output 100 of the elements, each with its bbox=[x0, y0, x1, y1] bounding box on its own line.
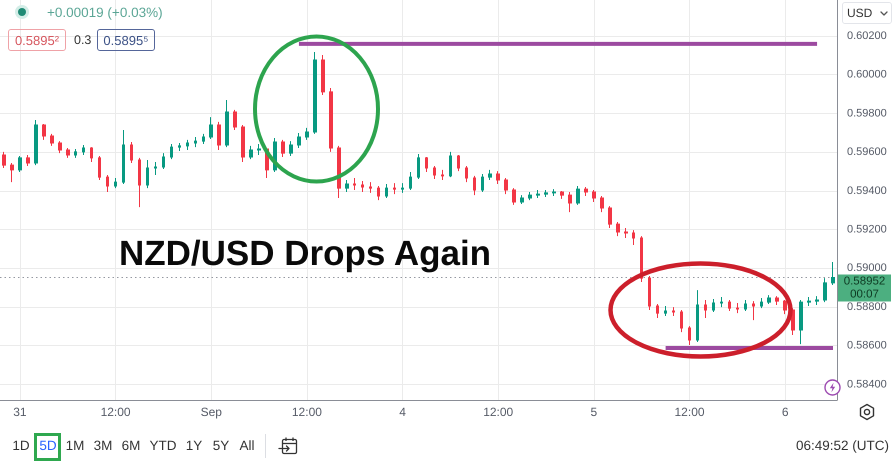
candlestick bbox=[170, 143, 173, 160]
price-box: 0.5895⁵ bbox=[97, 29, 155, 51]
text: 06:49:52 (UTC) bbox=[796, 438, 889, 453]
candlestick bbox=[760, 298, 763, 309]
candlestick bbox=[441, 169, 444, 180]
x-tick-label: 12:00 bbox=[674, 405, 705, 419]
candlestick bbox=[146, 160, 149, 189]
candlestick bbox=[672, 306, 675, 317]
candlestick bbox=[18, 155, 22, 173]
candlestick bbox=[791, 308, 795, 336]
annotation: +0.00019 (+0.03%) bbox=[47, 5, 163, 20]
candlestick bbox=[433, 166, 436, 180]
currency-dropdown: USD bbox=[842, 2, 892, 24]
candlestick bbox=[281, 139, 285, 158]
candlestick bbox=[656, 304, 659, 318]
candlestick bbox=[393, 182, 396, 195]
candlestick bbox=[608, 206, 612, 228]
candlestick bbox=[815, 296, 819, 306]
candlestick bbox=[186, 139, 189, 150]
candlestick bbox=[831, 262, 835, 286]
candlestick bbox=[178, 142, 181, 152]
candlestick bbox=[98, 155, 101, 180]
candlestick bbox=[736, 302, 739, 314]
x-tick-label: 12:00 bbox=[292, 405, 322, 419]
candlestick bbox=[329, 88, 333, 152]
x-tick-label: Sep bbox=[200, 405, 222, 419]
candlestick bbox=[122, 130, 125, 185]
candlestick bbox=[600, 196, 604, 213]
candlestick bbox=[385, 184, 388, 198]
candlestick bbox=[162, 152, 165, 170]
candlestick bbox=[2, 151, 6, 168]
candlestick bbox=[704, 299, 707, 318]
candlestick bbox=[576, 185, 580, 206]
candlestick bbox=[632, 230, 635, 246]
candlestick bbox=[58, 140, 62, 154]
text: YTD bbox=[150, 438, 176, 453]
candlestick bbox=[712, 298, 715, 312]
x-tick-label: 12:00 bbox=[483, 405, 514, 419]
candlestick bbox=[305, 127, 309, 140]
candlestick bbox=[241, 124, 245, 162]
text: All bbox=[239, 438, 255, 453]
candlestick bbox=[823, 278, 827, 303]
candlestick bbox=[74, 148, 77, 158]
y-tick-label: 0.59000 bbox=[847, 262, 887, 274]
candlestick bbox=[807, 296, 811, 306]
candlestick bbox=[568, 191, 572, 213]
candlestick bbox=[481, 173, 484, 192]
annotation: 0.5895² bbox=[14, 32, 60, 48]
candlestick bbox=[544, 190, 548, 198]
x-tick-label: 5 bbox=[590, 405, 598, 419]
candlestick bbox=[696, 290, 699, 342]
y-tick-label: 0.58400 bbox=[847, 378, 887, 390]
candlestick bbox=[488, 169, 492, 180]
x-tick-label: 4 bbox=[399, 405, 406, 419]
candlestick bbox=[504, 178, 508, 195]
candlestick bbox=[775, 296, 779, 306]
y-tick-label: 0.59400 bbox=[847, 184, 887, 197]
candlestick bbox=[313, 52, 317, 134]
candlestick bbox=[233, 109, 237, 131]
candlestick bbox=[688, 326, 691, 346]
candlestick bbox=[584, 186, 588, 197]
candlestick bbox=[154, 161, 157, 176]
candlestick bbox=[592, 190, 596, 203]
candlestick bbox=[337, 145, 341, 198]
candlestick bbox=[361, 180, 364, 192]
text: 5Y bbox=[212, 438, 230, 453]
candlestick bbox=[217, 121, 221, 150]
candlestick bbox=[752, 300, 755, 321]
candlestick bbox=[34, 119, 38, 166]
y-tick-label: 0.60200 bbox=[847, 30, 887, 42]
y-tick-label: 0.59200 bbox=[847, 224, 887, 236]
candlestick bbox=[512, 188, 516, 206]
text: 3M bbox=[94, 438, 112, 453]
candlestick bbox=[225, 100, 229, 148]
candlestick bbox=[767, 294, 771, 305]
text: 6M bbox=[122, 438, 140, 453]
text: 1Y bbox=[186, 438, 202, 453]
candlestick bbox=[90, 146, 93, 162]
candlestick bbox=[297, 132, 301, 149]
y-tick-label: 0.59600 bbox=[847, 146, 887, 158]
candlestick bbox=[138, 157, 141, 208]
candlestick bbox=[10, 162, 14, 183]
candlestick bbox=[249, 145, 253, 160]
candlestick bbox=[680, 310, 683, 333]
candlestick bbox=[799, 299, 803, 345]
candlestick bbox=[114, 178, 117, 189]
candlestick bbox=[345, 179, 349, 192]
candlestick bbox=[202, 133, 205, 144]
y-tick-label: 0.58800 bbox=[847, 300, 887, 313]
candlestick bbox=[417, 154, 420, 180]
candlestick bbox=[664, 305, 667, 317]
y-tick-label: 0.60000 bbox=[847, 68, 887, 81]
candlestick bbox=[552, 188, 556, 197]
candlestick bbox=[50, 133, 54, 146]
candlestick bbox=[42, 124, 46, 140]
annotation: 0.5895⁵ bbox=[103, 32, 149, 48]
candlestick bbox=[457, 154, 460, 172]
text: 00:07 bbox=[850, 288, 879, 301]
candlestick bbox=[648, 275, 651, 311]
candlestick bbox=[624, 227, 628, 239]
